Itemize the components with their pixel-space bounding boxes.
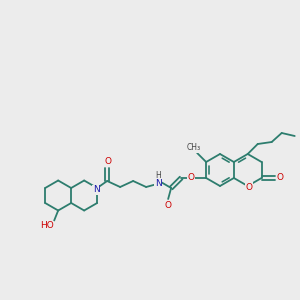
Text: N: N <box>155 178 161 188</box>
Text: O: O <box>276 173 283 182</box>
Text: O: O <box>165 200 172 209</box>
Text: O: O <box>188 173 195 182</box>
Text: HO: HO <box>40 221 54 230</box>
Text: CH₃: CH₃ <box>187 143 201 152</box>
Text: H: H <box>155 172 161 181</box>
Text: O: O <box>245 182 252 191</box>
Text: N: N <box>93 185 100 194</box>
Text: O: O <box>105 158 112 166</box>
